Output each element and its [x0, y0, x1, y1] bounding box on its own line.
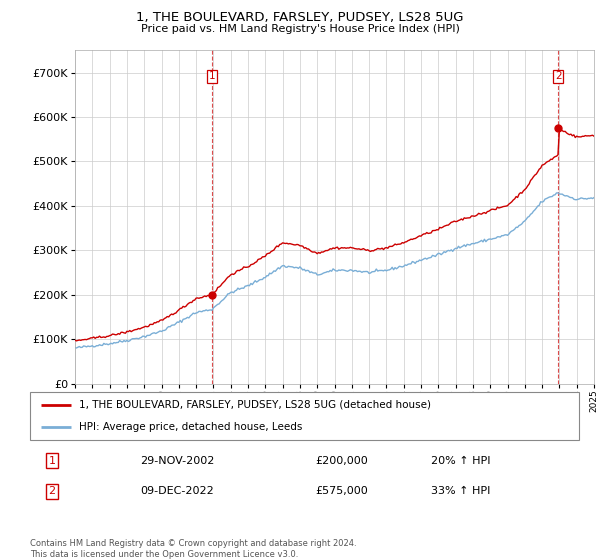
Text: £575,000: £575,000 [316, 487, 368, 496]
Text: 1, THE BOULEVARD, FARSLEY, PUDSEY, LS28 5UG: 1, THE BOULEVARD, FARSLEY, PUDSEY, LS28 … [136, 11, 464, 24]
Text: 2: 2 [555, 71, 562, 81]
Text: 20% ↑ HPI: 20% ↑ HPI [431, 456, 490, 465]
FancyBboxPatch shape [30, 392, 579, 440]
Text: 2: 2 [49, 487, 56, 496]
Text: 33% ↑ HPI: 33% ↑ HPI [431, 487, 490, 496]
Text: HPI: Average price, detached house, Leeds: HPI: Average price, detached house, Leed… [79, 422, 303, 432]
Text: 29-NOV-2002: 29-NOV-2002 [140, 456, 214, 465]
Text: 1, THE BOULEVARD, FARSLEY, PUDSEY, LS28 5UG (detached house): 1, THE BOULEVARD, FARSLEY, PUDSEY, LS28 … [79, 400, 431, 410]
Text: £200,000: £200,000 [316, 456, 368, 465]
Text: 1: 1 [49, 456, 55, 465]
Text: 09-DEC-2022: 09-DEC-2022 [140, 487, 214, 496]
Text: Price paid vs. HM Land Registry's House Price Index (HPI): Price paid vs. HM Land Registry's House … [140, 24, 460, 34]
Text: 1: 1 [209, 71, 215, 81]
Text: Contains HM Land Registry data © Crown copyright and database right 2024.
This d: Contains HM Land Registry data © Crown c… [30, 539, 356, 559]
